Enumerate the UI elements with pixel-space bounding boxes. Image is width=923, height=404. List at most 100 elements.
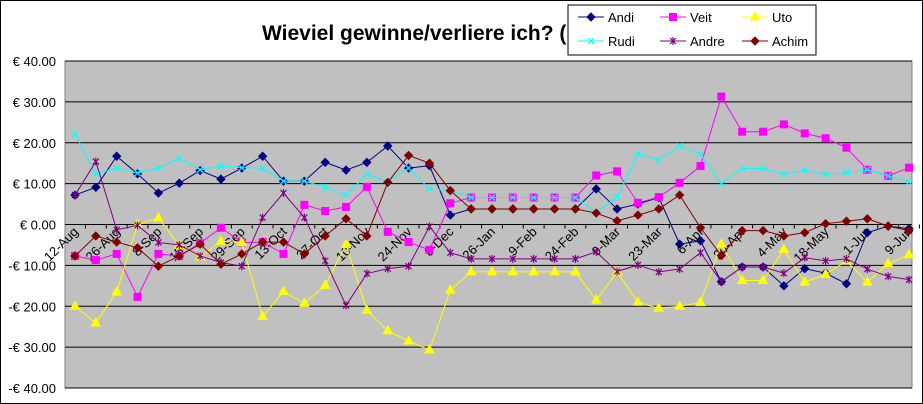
data-point xyxy=(736,274,748,284)
data-point xyxy=(445,210,456,220)
data-point xyxy=(863,166,871,174)
legend-marker xyxy=(750,36,760,46)
data-point xyxy=(341,165,351,175)
y-tick-label: € 10.00 xyxy=(13,177,56,192)
data-point xyxy=(549,265,560,276)
data-point xyxy=(487,204,497,214)
data-point xyxy=(71,191,79,200)
data-point xyxy=(905,275,913,284)
data-point xyxy=(383,227,392,236)
data-point xyxy=(675,178,684,187)
data-point xyxy=(257,151,268,161)
data-point xyxy=(654,204,664,214)
data-point xyxy=(111,151,122,161)
data-point xyxy=(822,170,830,178)
data-point xyxy=(90,316,102,327)
legend-marker xyxy=(587,37,595,45)
data-point xyxy=(779,231,789,241)
data-point xyxy=(112,249,121,258)
data-point xyxy=(467,194,475,201)
data-point xyxy=(488,254,496,263)
data-point xyxy=(613,167,622,176)
data-point xyxy=(362,231,372,241)
data-point xyxy=(196,251,204,260)
data-point xyxy=(91,256,100,265)
data-point xyxy=(697,248,704,257)
data-point xyxy=(655,267,663,276)
data-point xyxy=(759,127,768,136)
data-point xyxy=(195,239,205,249)
data-point xyxy=(216,174,226,184)
data-point xyxy=(612,204,622,214)
data-point xyxy=(342,301,350,310)
data-point xyxy=(676,142,684,150)
data-point xyxy=(404,238,413,247)
data-point xyxy=(467,254,475,263)
data-point xyxy=(738,127,747,136)
data-point xyxy=(134,221,141,230)
data-point xyxy=(904,225,914,236)
legend-marker xyxy=(749,10,761,21)
data-point xyxy=(571,254,579,263)
data-point xyxy=(278,237,289,247)
data-point xyxy=(424,158,435,168)
data-point xyxy=(674,190,685,200)
data-point xyxy=(508,204,518,214)
data-point xyxy=(445,185,456,196)
data-point xyxy=(259,164,267,172)
data-point xyxy=(363,170,371,178)
data-point xyxy=(759,165,767,172)
data-point xyxy=(300,200,309,209)
legend-marker xyxy=(586,12,596,22)
y-tick-label: -€ 10.00 xyxy=(8,258,56,273)
data-point xyxy=(737,225,747,236)
data-point xyxy=(237,249,247,259)
data-point xyxy=(113,225,121,234)
legend: Andi Veit Uto Rudi Andre Achim xyxy=(567,4,817,56)
data-point xyxy=(801,166,809,174)
data-point xyxy=(259,213,267,222)
data-point xyxy=(342,202,351,211)
data-point xyxy=(280,177,287,185)
data-point xyxy=(738,165,746,172)
y-tick-label: € 40.00 xyxy=(13,54,56,69)
data-point xyxy=(843,254,850,263)
data-point xyxy=(444,284,456,294)
data-point xyxy=(153,211,164,222)
data-point xyxy=(820,268,831,278)
data-point xyxy=(653,302,665,312)
data-point xyxy=(215,235,227,245)
data-point xyxy=(861,276,873,286)
data-point xyxy=(509,254,517,263)
data-point xyxy=(446,199,455,208)
data-point xyxy=(780,269,788,278)
data-point xyxy=(446,248,454,257)
data-point xyxy=(822,256,830,265)
legend-item-achim: Achim xyxy=(742,34,808,49)
data-point xyxy=(466,204,476,214)
data-point xyxy=(341,214,351,224)
data-point xyxy=(257,310,269,320)
data-point xyxy=(363,269,371,278)
data-point xyxy=(779,120,788,129)
data-point xyxy=(715,238,727,248)
data-point xyxy=(528,204,539,214)
data-point xyxy=(383,141,393,151)
data-point xyxy=(465,265,477,276)
data-point xyxy=(695,296,706,307)
data-point xyxy=(488,194,496,201)
y-tick-label: -€ 30.00 xyxy=(8,340,56,355)
y-tick-label: € 20.00 xyxy=(13,136,56,151)
legend-label: Uto xyxy=(772,10,792,25)
data-point xyxy=(717,92,726,101)
data-point xyxy=(113,164,121,172)
data-point xyxy=(862,227,873,238)
data-point xyxy=(697,150,704,158)
data-point xyxy=(590,294,602,304)
data-point xyxy=(91,231,101,241)
data-point xyxy=(217,162,225,170)
data-point xyxy=(424,343,435,354)
data-point xyxy=(696,162,705,171)
data-point xyxy=(405,262,413,271)
